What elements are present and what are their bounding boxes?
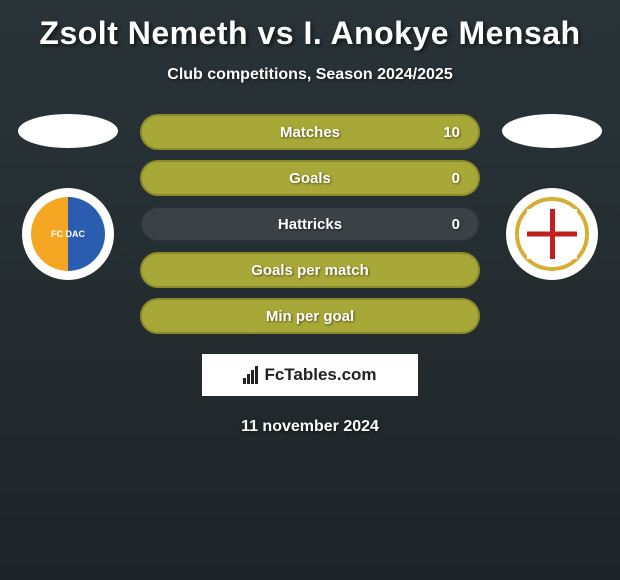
stat-value-right: 0 xyxy=(452,216,460,233)
footer-date: 11 november 2024 xyxy=(0,418,620,436)
right-player-column xyxy=(502,114,602,280)
stat-label: Goals per match xyxy=(251,262,369,279)
watermark-text: FcTables.com xyxy=(264,365,376,385)
stat-label: Matches xyxy=(280,124,340,141)
stat-label: Min per goal xyxy=(266,308,354,325)
left-badge-graphic: FC DAC xyxy=(31,197,105,271)
stat-row-matches: Matches 10 xyxy=(140,114,480,150)
right-badge-graphic xyxy=(515,197,589,271)
stat-row-goals-per-match: Goals per match xyxy=(140,252,480,288)
left-player-photo xyxy=(18,114,118,148)
stat-row-hattricks: Hattricks 0 xyxy=(140,206,480,242)
stat-row-goals: Goals 0 xyxy=(140,160,480,196)
left-badge-text: FC DAC xyxy=(51,229,85,239)
left-player-column: FC DAC xyxy=(18,114,118,280)
right-club-badge xyxy=(506,188,598,280)
stat-value-right: 10 xyxy=(443,124,460,141)
stats-list: Matches 10 Goals 0 Hattricks 0 Goals per… xyxy=(140,114,480,334)
left-club-badge: FC DAC xyxy=(22,188,114,280)
stat-row-min-per-goal: Min per goal xyxy=(140,298,480,334)
watermark-banner: FcTables.com xyxy=(202,354,418,396)
stat-label: Hattricks xyxy=(278,216,342,233)
comparison-body: FC DAC Matches 10 Goals 0 Hattricks 0 Go… xyxy=(0,114,620,334)
stat-value-right: 0 xyxy=(452,170,460,187)
comparison-subtitle: Club competitions, Season 2024/2025 xyxy=(0,66,620,84)
comparison-title: Zsolt Nemeth vs I. Anokye Mensah xyxy=(0,0,620,52)
right-badge-cross xyxy=(527,209,577,259)
chart-icon xyxy=(243,366,258,384)
stat-label: Goals xyxy=(289,170,331,187)
right-player-photo xyxy=(502,114,602,148)
